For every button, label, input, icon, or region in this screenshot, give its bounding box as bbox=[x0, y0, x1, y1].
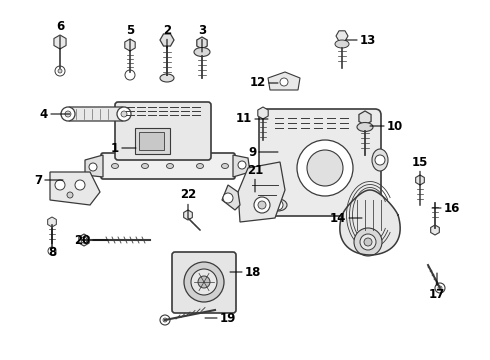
Circle shape bbox=[61, 107, 75, 121]
Text: 5: 5 bbox=[126, 23, 134, 51]
FancyBboxPatch shape bbox=[115, 102, 211, 160]
Circle shape bbox=[365, 200, 375, 210]
Polygon shape bbox=[48, 217, 56, 227]
Ellipse shape bbox=[194, 48, 210, 57]
Circle shape bbox=[55, 180, 65, 190]
Bar bbox=[135, 128, 170, 154]
Ellipse shape bbox=[196, 163, 203, 168]
Circle shape bbox=[58, 69, 62, 73]
Circle shape bbox=[191, 269, 217, 295]
Circle shape bbox=[117, 107, 131, 121]
Text: 17: 17 bbox=[429, 273, 445, 302]
Polygon shape bbox=[197, 37, 207, 49]
Text: 3: 3 bbox=[198, 23, 206, 52]
Text: 15: 15 bbox=[412, 156, 428, 185]
Text: 16: 16 bbox=[432, 202, 460, 215]
Ellipse shape bbox=[269, 199, 287, 211]
Circle shape bbox=[307, 150, 343, 186]
Text: 1: 1 bbox=[111, 141, 136, 154]
Text: 12: 12 bbox=[250, 77, 278, 90]
Polygon shape bbox=[359, 111, 371, 125]
Circle shape bbox=[121, 111, 127, 117]
Circle shape bbox=[360, 234, 376, 250]
FancyBboxPatch shape bbox=[172, 252, 236, 313]
Circle shape bbox=[198, 276, 210, 288]
Text: 13: 13 bbox=[346, 33, 376, 46]
Circle shape bbox=[438, 286, 442, 290]
Circle shape bbox=[238, 161, 246, 169]
Circle shape bbox=[184, 262, 224, 302]
Ellipse shape bbox=[221, 163, 228, 168]
Text: 18: 18 bbox=[230, 266, 261, 279]
Circle shape bbox=[364, 238, 372, 246]
Polygon shape bbox=[85, 155, 103, 177]
Circle shape bbox=[81, 237, 87, 243]
Polygon shape bbox=[160, 34, 174, 46]
Polygon shape bbox=[340, 190, 400, 255]
Circle shape bbox=[55, 66, 65, 76]
Circle shape bbox=[89, 163, 97, 171]
Text: 8: 8 bbox=[48, 228, 56, 260]
Circle shape bbox=[258, 201, 266, 209]
FancyBboxPatch shape bbox=[101, 153, 235, 179]
Text: 11: 11 bbox=[236, 112, 268, 126]
Polygon shape bbox=[238, 162, 285, 222]
Bar bbox=[139, 132, 164, 150]
FancyBboxPatch shape bbox=[68, 107, 124, 121]
Polygon shape bbox=[258, 107, 268, 119]
Polygon shape bbox=[54, 35, 66, 49]
Text: 19: 19 bbox=[205, 311, 236, 324]
Text: 2: 2 bbox=[163, 23, 171, 48]
Ellipse shape bbox=[142, 163, 148, 168]
Polygon shape bbox=[79, 234, 89, 246]
Ellipse shape bbox=[335, 40, 349, 48]
Circle shape bbox=[273, 200, 283, 210]
Text: 10: 10 bbox=[370, 120, 403, 132]
Text: 14: 14 bbox=[330, 211, 362, 225]
Ellipse shape bbox=[167, 163, 173, 168]
Text: 4: 4 bbox=[40, 108, 70, 121]
Circle shape bbox=[160, 315, 170, 325]
Polygon shape bbox=[222, 185, 240, 210]
Circle shape bbox=[223, 193, 233, 203]
Ellipse shape bbox=[372, 149, 388, 171]
Ellipse shape bbox=[361, 199, 379, 211]
Polygon shape bbox=[416, 175, 424, 185]
Circle shape bbox=[435, 283, 445, 293]
Text: 21: 21 bbox=[247, 163, 263, 192]
Circle shape bbox=[163, 318, 167, 322]
Ellipse shape bbox=[357, 122, 373, 131]
Circle shape bbox=[125, 70, 135, 80]
Polygon shape bbox=[233, 155, 250, 177]
Text: 7: 7 bbox=[34, 174, 63, 186]
Circle shape bbox=[48, 247, 56, 255]
Circle shape bbox=[354, 228, 382, 256]
Text: 20: 20 bbox=[74, 234, 108, 247]
Circle shape bbox=[67, 192, 73, 198]
Circle shape bbox=[75, 180, 85, 190]
Circle shape bbox=[297, 140, 353, 196]
Text: 22: 22 bbox=[180, 189, 196, 217]
Polygon shape bbox=[431, 225, 440, 235]
Circle shape bbox=[280, 78, 288, 86]
Circle shape bbox=[375, 155, 385, 165]
Polygon shape bbox=[268, 72, 300, 90]
Ellipse shape bbox=[112, 163, 119, 168]
Text: 6: 6 bbox=[56, 21, 64, 49]
Polygon shape bbox=[50, 172, 100, 205]
Ellipse shape bbox=[160, 74, 174, 82]
Circle shape bbox=[65, 111, 71, 117]
Polygon shape bbox=[125, 39, 135, 51]
Text: 9: 9 bbox=[248, 145, 278, 158]
Polygon shape bbox=[184, 210, 193, 220]
FancyBboxPatch shape bbox=[259, 109, 381, 216]
Polygon shape bbox=[336, 31, 348, 41]
Circle shape bbox=[254, 197, 270, 213]
